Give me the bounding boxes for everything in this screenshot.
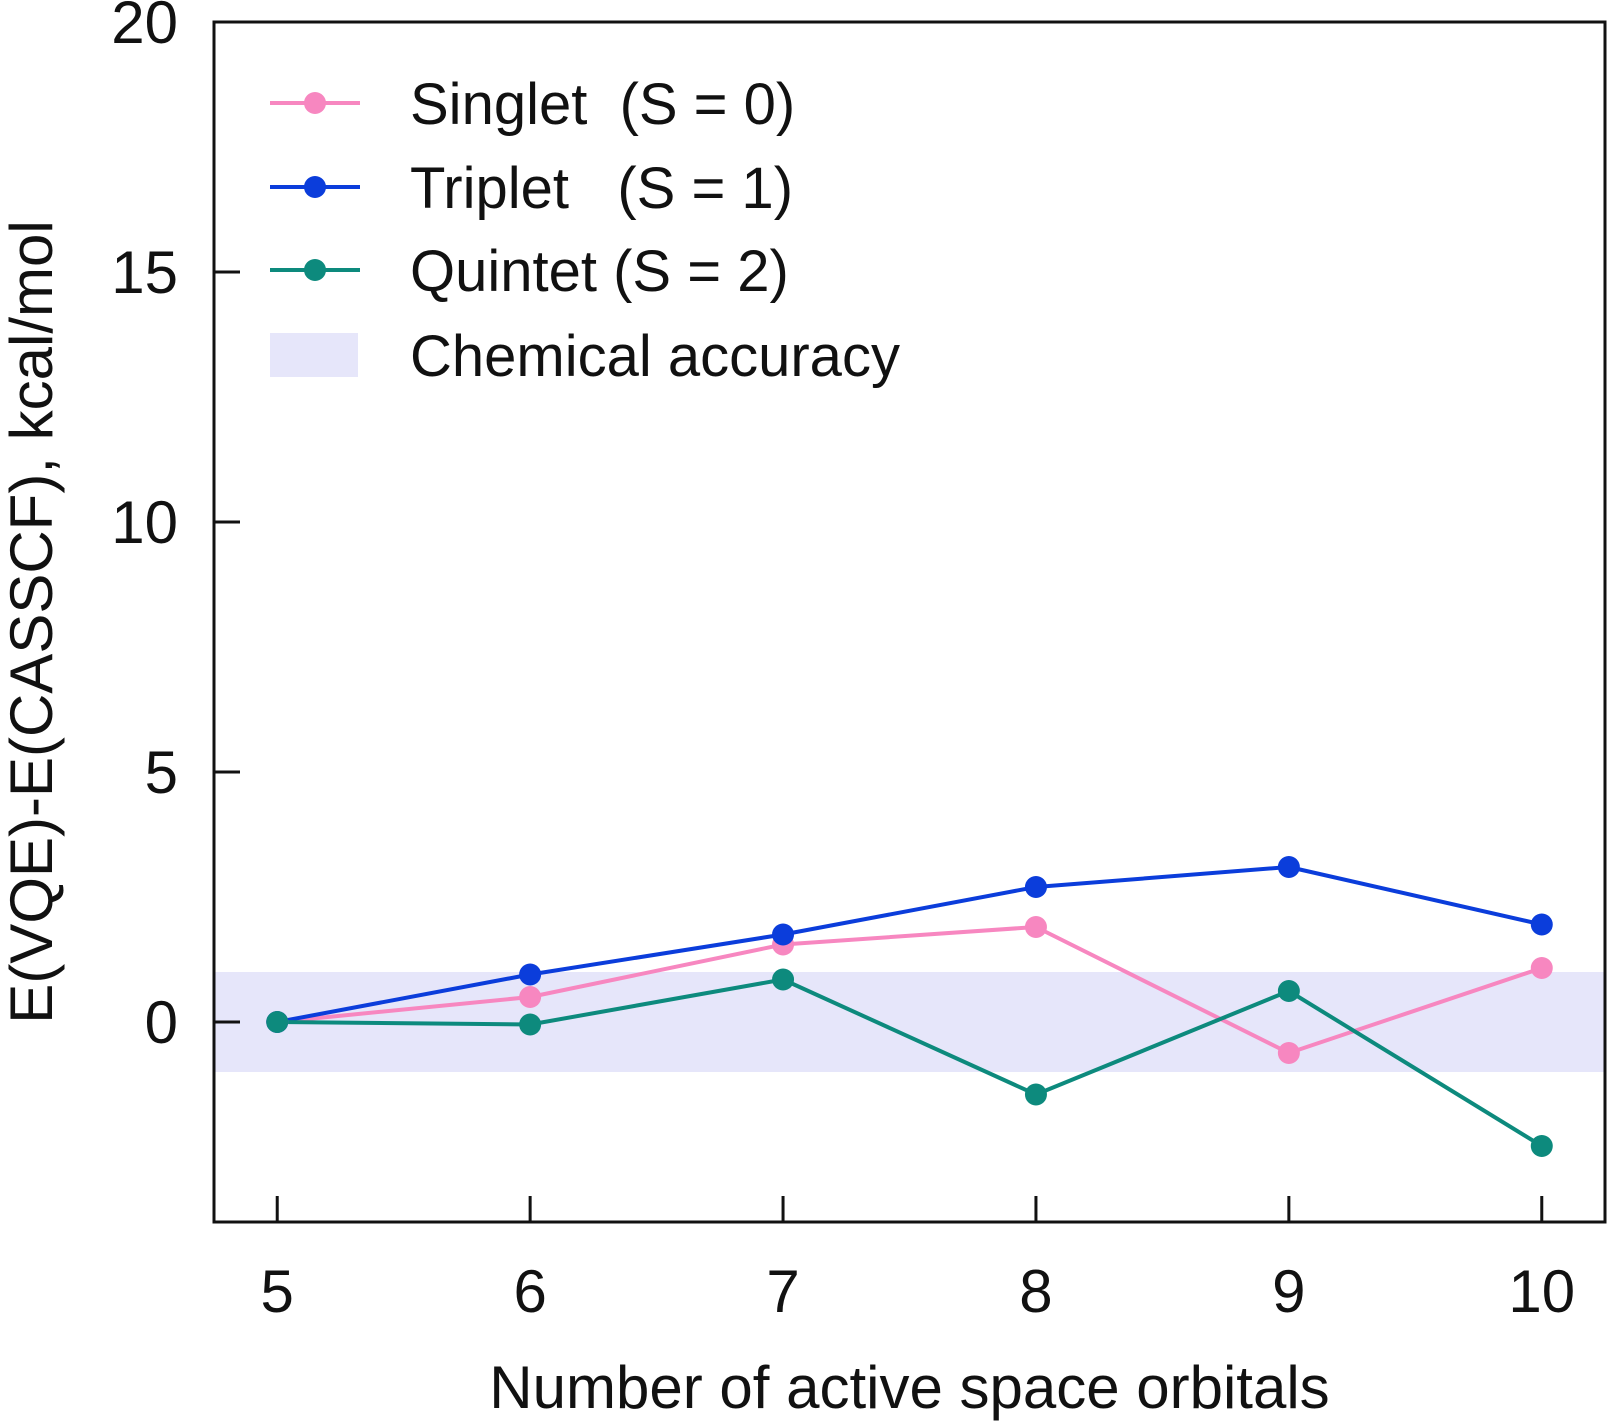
x-tick-label: 5 [261,1258,294,1325]
legend-label-singlet: Singlet (S = 0) [410,72,795,137]
legend-marker-singlet [304,92,326,114]
data-point-triplet [1530,913,1553,936]
y-axis-label: E(VQE)-E(CASSCF), kcal/mol [0,220,65,1023]
x-tick-label: 9 [1272,1258,1305,1325]
x-tick-label: 7 [766,1258,799,1325]
series-line-singlet [277,925,1543,1055]
data-point-singlet [1024,916,1047,938]
legend: Singlet (S = 0) Triplet (S = 1) Quintet … [270,72,900,389]
y-ticks: 0 5 10 15 20 [111,0,240,1056]
data-point-triplet [1277,856,1300,878]
data-point-quintet [519,1013,542,1036]
y-tick-label: 20 [111,0,178,56]
legend-swatch-accuracy [270,333,358,377]
series-line-triplet [276,865,1543,1024]
legend-label-accuracy: Chemical accuracy [410,324,900,389]
series-line-quintet [277,977,1543,1148]
data-point-quintet [266,1011,289,1033]
legend-marker-triplet [304,176,326,198]
legend-label-triplet: Triplet (S = 1) [410,156,793,221]
data-point-quintet [1024,1083,1047,1106]
data-point-triplet [772,923,795,946]
data-point-quintet [772,968,795,991]
legend-marker-quintet [304,259,326,281]
series-markers [266,856,1553,1157]
data-point-quintet [1530,1135,1553,1157]
x-tick-label: 8 [1019,1258,1052,1325]
data-point-triplet [1024,876,1047,898]
y-tick-label: 0 [145,989,178,1056]
x-tick-label: 10 [1508,1258,1575,1325]
series-lines [276,865,1543,1148]
data-point-singlet [1277,1042,1300,1064]
y-tick-label: 10 [111,489,178,556]
plot-frame [212,20,1607,1224]
data-point-singlet [1530,957,1553,979]
y-tick-label: 5 [145,739,178,806]
x-ticks: 5 6 7 8 9 10 [261,1196,1575,1325]
legend-label-quintet: Quintet (S = 2) [410,239,789,304]
x-axis-label: Number of active space orbitals [489,1354,1329,1421]
x-tick-label: 6 [513,1258,546,1325]
y-tick-label: 15 [111,239,178,306]
data-point-singlet [519,986,542,1008]
data-point-quintet [1277,980,1300,1002]
data-point-triplet [519,963,542,986]
